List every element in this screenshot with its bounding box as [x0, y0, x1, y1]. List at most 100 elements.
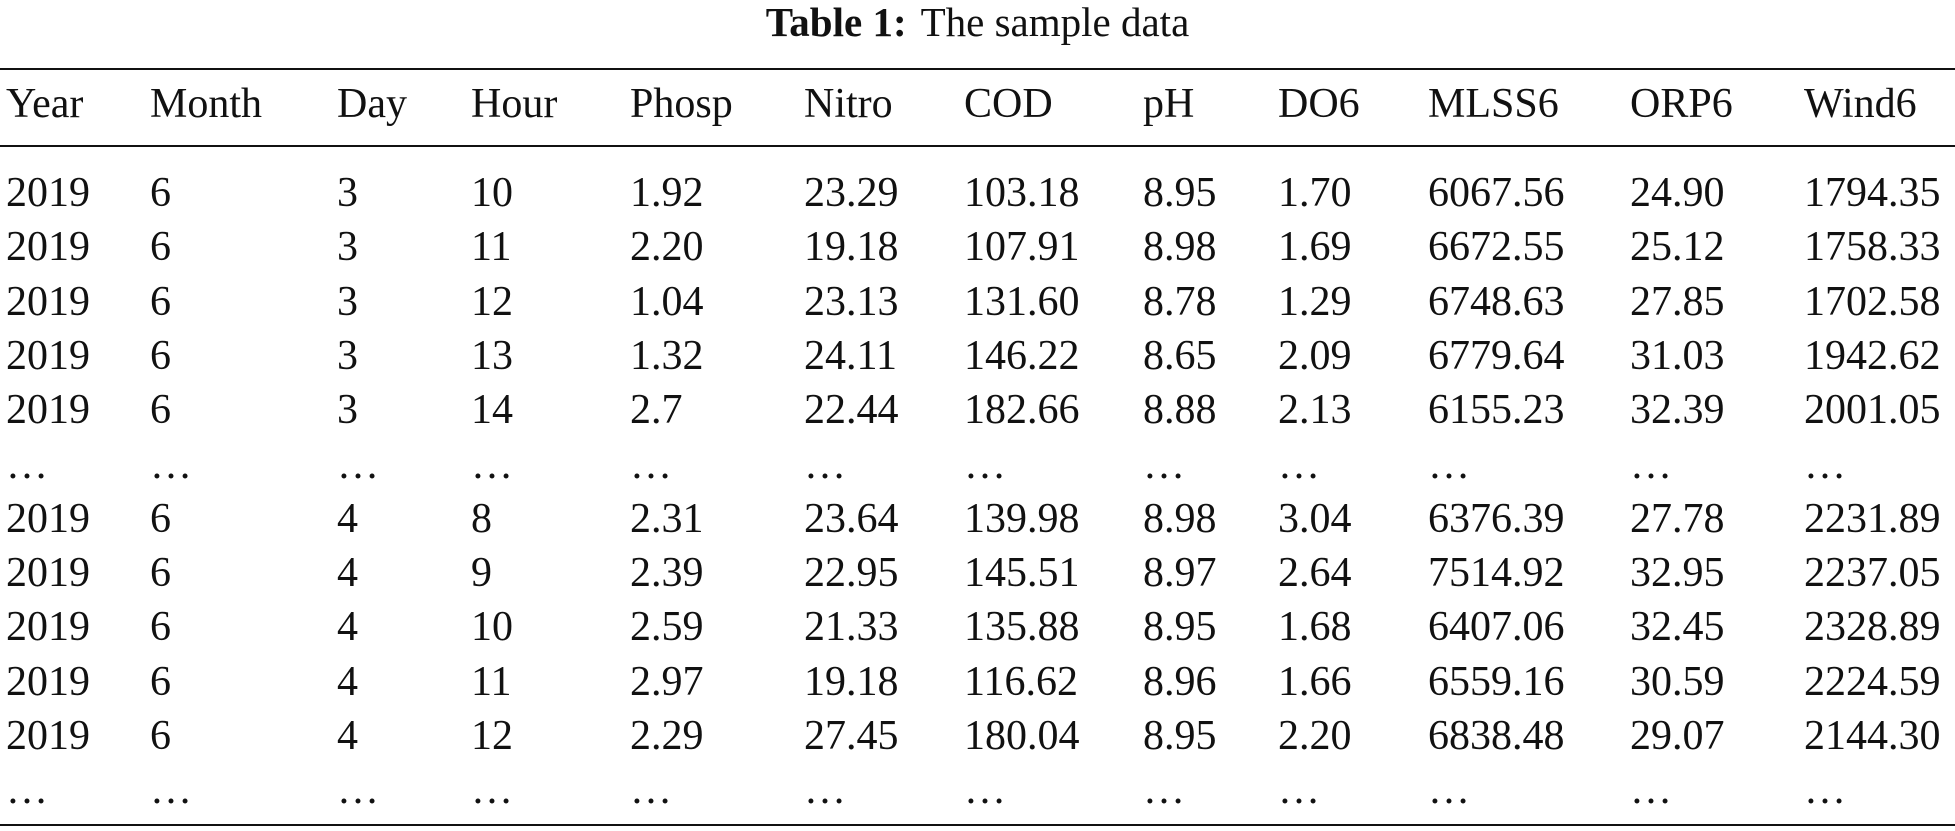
- table-cell: 8.98: [1143, 224, 1217, 271]
- table-cell: 107.91: [964, 224, 1080, 271]
- table-cell: 25.12: [1630, 224, 1725, 271]
- table-cell: …: [1143, 767, 1185, 814]
- table-cell: 29.07: [1630, 713, 1725, 759]
- table-cell: 23.13: [804, 278, 899, 325]
- table-cell: 6067.56: [1428, 170, 1565, 216]
- table-cell: 6672.55: [1428, 224, 1565, 271]
- table-cell: 8.95: [1143, 604, 1217, 651]
- table-cell: 2019: [6, 658, 90, 705]
- table-cell: 6559.16: [1428, 658, 1565, 705]
- table-cell: …: [1428, 441, 1470, 488]
- table-cell: 2019: [6, 170, 90, 216]
- table-cell: …: [804, 767, 846, 814]
- table-cell: 8.97: [1143, 550, 1217, 597]
- table-cell: 2019: [6, 278, 90, 325]
- table-cell: …: [1143, 441, 1185, 488]
- table-cell: 24.11: [804, 332, 897, 379]
- table-cell: 11: [471, 224, 512, 271]
- table-cell: 32.45: [1630, 604, 1725, 651]
- table-cell: 30.59: [1630, 658, 1725, 705]
- table-cell: …: [150, 767, 192, 814]
- table-cell: 135.88: [964, 604, 1080, 651]
- table-cell: 2.7: [630, 387, 683, 434]
- table-cell: 2.29: [630, 713, 704, 759]
- column-header: Year: [6, 81, 84, 127]
- table-cell: 2.09: [1278, 332, 1352, 379]
- table-caption: Table 1: The sample data: [0, 2, 1955, 43]
- table-cell: 180.04: [964, 713, 1080, 759]
- table-cell: …: [964, 441, 1006, 488]
- table-cell: 6: [150, 604, 171, 651]
- table-cell: 7514.92: [1428, 550, 1565, 597]
- table-cell: 31.03: [1630, 332, 1725, 379]
- table-cell: 2019: [6, 224, 90, 271]
- table-cell: 2.13: [1278, 387, 1352, 434]
- table-cell: 27.45: [804, 713, 899, 759]
- table-cell: 1794.35: [1804, 170, 1941, 216]
- table-cell: 6: [150, 658, 171, 705]
- table-cell: …: [150, 441, 192, 488]
- table-cell: 6: [150, 332, 171, 379]
- table-cell: 6748.63: [1428, 278, 1565, 325]
- table-cell: 2.20: [630, 224, 704, 271]
- table-cell: 8.65: [1143, 332, 1217, 379]
- table-cell: 8.98: [1143, 495, 1217, 542]
- table-cell: 6: [150, 170, 171, 216]
- table-cell: …: [1804, 767, 1846, 814]
- table-cell: …: [471, 767, 513, 814]
- table-cell: …: [804, 441, 846, 488]
- table-cell: 2019: [6, 550, 90, 597]
- table-cell: 6155.23: [1428, 387, 1565, 434]
- table-cell: 4: [337, 658, 358, 705]
- table-cell: 2.31: [630, 495, 704, 542]
- table-cell: 27.85: [1630, 278, 1725, 325]
- table-cell: …: [1804, 441, 1846, 488]
- table-cell: 11: [471, 658, 512, 705]
- table-cell: 6407.06: [1428, 604, 1565, 651]
- table-cell: 2.64: [1278, 550, 1352, 597]
- table-cell: 1.29: [1278, 278, 1352, 325]
- table-cell: 24.90: [1630, 170, 1725, 216]
- table-cell: 1.70: [1278, 170, 1352, 216]
- column-header: Wind6: [1804, 81, 1917, 127]
- table-cell: 3: [337, 278, 358, 325]
- table-cell: 6838.48: [1428, 713, 1565, 759]
- table-cell: 116.62: [964, 658, 1078, 705]
- table-cell: 145.51: [964, 550, 1080, 597]
- table-cell: 8.95: [1143, 713, 1217, 759]
- table-cell: 8.88: [1143, 387, 1217, 434]
- table-cell: 6779.64: [1428, 332, 1565, 379]
- table-cell: 21.33: [804, 604, 899, 651]
- table-cell: …: [6, 767, 48, 814]
- table-cell: …: [337, 767, 379, 814]
- table-cell: 8.96: [1143, 658, 1217, 705]
- table-cell: 9: [471, 550, 492, 597]
- table-cell: 2.59: [630, 604, 704, 651]
- table-cell: 3: [337, 224, 358, 271]
- table-cell: 10: [471, 170, 513, 216]
- table-cell: 4: [337, 550, 358, 597]
- table-cell: 3: [337, 170, 358, 216]
- table-cell: 12: [471, 713, 513, 759]
- column-header: Hour: [471, 81, 558, 127]
- table-cell: 2019: [6, 713, 90, 759]
- column-header: Phosp: [630, 81, 733, 127]
- table-cell: …: [630, 441, 672, 488]
- table-cell: 2.20: [1278, 713, 1352, 759]
- table-cell: 1702.58: [1804, 278, 1941, 325]
- table-cell: 19.18: [804, 658, 899, 705]
- table-cell: 1.04: [630, 278, 704, 325]
- table-cell: 22.95: [804, 550, 899, 597]
- column-header: MLSS6: [1428, 81, 1559, 127]
- column-header: Day: [337, 81, 407, 127]
- top-rule: [0, 68, 1955, 70]
- table-cell: 2.97: [630, 658, 704, 705]
- table-cell: 1.66: [1278, 658, 1352, 705]
- table-cell: …: [337, 441, 379, 488]
- table-cell: 182.66: [964, 387, 1080, 434]
- table-cell: …: [471, 441, 513, 488]
- table-cell: 2231.89: [1804, 495, 1941, 542]
- table-cell: 8.95: [1143, 170, 1217, 216]
- table-cell: 2144.30: [1804, 713, 1941, 759]
- table-cell: 2019: [6, 332, 90, 379]
